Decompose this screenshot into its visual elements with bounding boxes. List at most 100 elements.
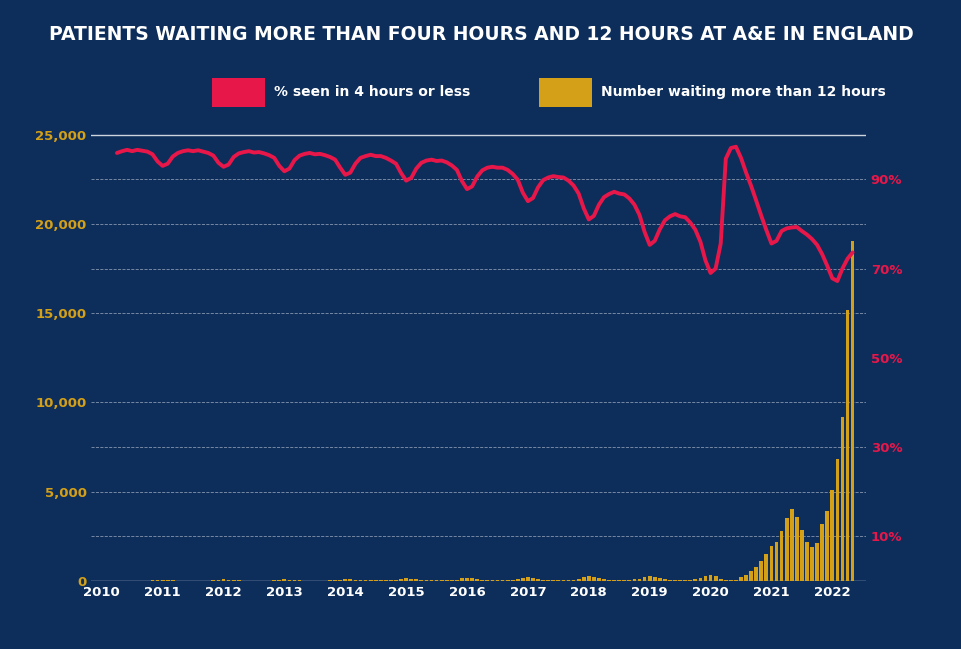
Bar: [470, 578, 474, 581]
Bar: [617, 580, 621, 581]
Bar: [688, 580, 691, 581]
Bar: [515, 580, 519, 581]
Bar: [632, 580, 635, 581]
Bar: [551, 580, 554, 581]
Bar: [490, 580, 494, 581]
Bar: [394, 580, 398, 581]
Bar: [404, 578, 407, 581]
Bar: [606, 580, 610, 581]
Bar: [662, 579, 666, 581]
Bar: [778, 531, 782, 581]
Bar: [764, 554, 768, 581]
Bar: [673, 580, 677, 581]
Bar: [753, 567, 757, 581]
Bar: [702, 576, 706, 581]
Bar: [653, 577, 656, 581]
Bar: [809, 547, 813, 581]
Bar: [845, 310, 849, 581]
Bar: [718, 579, 722, 581]
Bar: [678, 580, 681, 581]
Bar: [835, 459, 838, 581]
Bar: [538, 78, 591, 107]
Bar: [804, 541, 808, 581]
Bar: [283, 580, 286, 581]
Bar: [555, 580, 559, 581]
Bar: [510, 580, 514, 581]
Bar: [409, 578, 412, 581]
Bar: [521, 578, 524, 581]
Bar: [723, 580, 727, 581]
Bar: [338, 580, 342, 581]
Bar: [749, 570, 752, 581]
Bar: [156, 580, 160, 581]
Bar: [561, 580, 565, 581]
Bar: [216, 580, 220, 581]
Bar: [571, 580, 575, 581]
Text: % seen in 4 hours or less: % seen in 4 hours or less: [274, 86, 470, 99]
Bar: [586, 576, 590, 581]
Bar: [232, 580, 235, 581]
Bar: [459, 578, 463, 581]
Bar: [733, 580, 737, 581]
Bar: [475, 579, 479, 581]
Bar: [455, 580, 458, 581]
Bar: [419, 580, 423, 581]
Bar: [577, 579, 579, 581]
Bar: [530, 578, 534, 581]
Bar: [850, 241, 853, 581]
Bar: [591, 578, 595, 581]
Bar: [713, 576, 717, 581]
Bar: [292, 580, 296, 581]
Bar: [789, 509, 793, 581]
Bar: [221, 580, 225, 581]
Bar: [546, 580, 550, 581]
Bar: [794, 517, 798, 581]
Bar: [211, 78, 264, 107]
Bar: [505, 580, 509, 581]
Bar: [708, 575, 712, 581]
Bar: [622, 580, 626, 581]
Bar: [495, 580, 499, 581]
Bar: [500, 580, 504, 581]
Text: Number waiting more than 12 hours: Number waiting more than 12 hours: [601, 86, 885, 99]
Bar: [535, 579, 539, 581]
Bar: [647, 576, 651, 581]
Bar: [602, 580, 605, 581]
Bar: [399, 579, 403, 581]
Bar: [465, 578, 468, 581]
Bar: [769, 546, 773, 581]
Bar: [800, 530, 803, 581]
Bar: [840, 417, 844, 581]
Bar: [611, 580, 615, 581]
Bar: [277, 580, 281, 581]
Bar: [693, 579, 697, 581]
Bar: [814, 543, 818, 581]
Bar: [698, 578, 702, 581]
Bar: [682, 580, 686, 581]
Bar: [825, 511, 828, 581]
Bar: [566, 580, 570, 581]
Bar: [414, 580, 418, 581]
Bar: [657, 578, 661, 581]
Bar: [667, 580, 671, 581]
Bar: [287, 580, 291, 581]
Bar: [829, 490, 833, 581]
Bar: [227, 580, 231, 581]
Bar: [480, 580, 483, 581]
Bar: [450, 580, 454, 581]
Bar: [744, 574, 747, 581]
Bar: [541, 580, 545, 581]
Bar: [165, 580, 169, 581]
Bar: [758, 561, 762, 581]
Bar: [343, 579, 347, 581]
Bar: [348, 580, 352, 581]
Bar: [784, 519, 788, 581]
Bar: [820, 524, 824, 581]
Bar: [774, 541, 777, 581]
Text: PATIENTS WAITING MORE THAN FOUR HOURS AND 12 HOURS AT A&E IN ENGLAND: PATIENTS WAITING MORE THAN FOUR HOURS AN…: [49, 25, 912, 43]
Bar: [160, 580, 164, 581]
Bar: [353, 580, 357, 581]
Bar: [738, 578, 742, 581]
Bar: [526, 577, 530, 581]
Bar: [637, 579, 641, 581]
